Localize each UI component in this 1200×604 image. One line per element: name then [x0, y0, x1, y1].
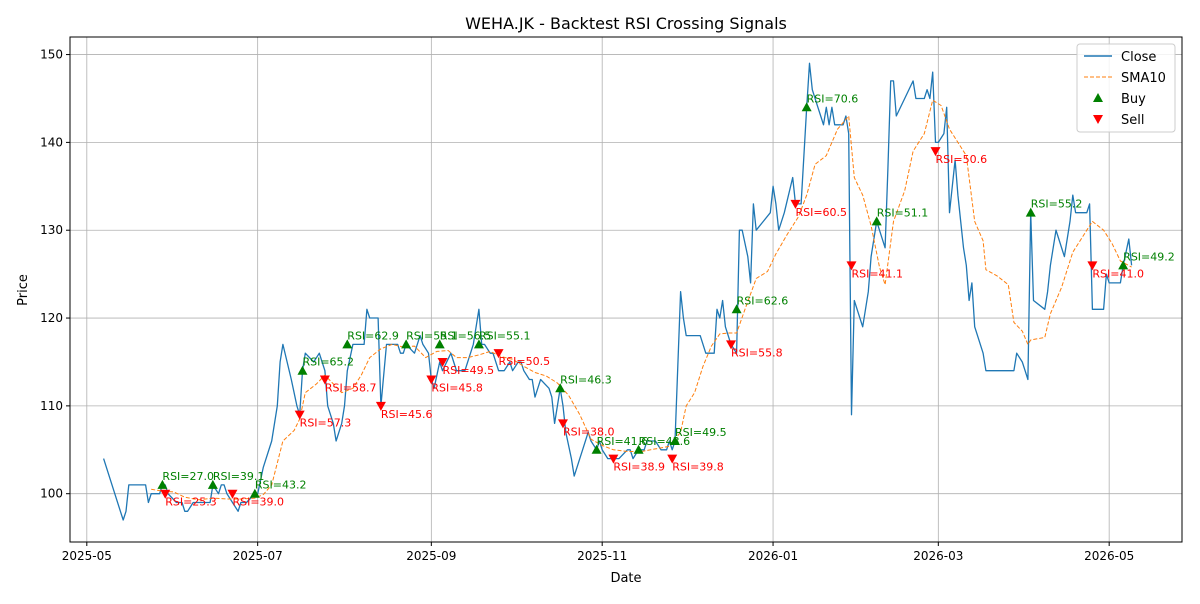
- sell-marker: [375, 401, 386, 411]
- legend-sell-marker: [1093, 115, 1103, 124]
- legend-buy-marker: [1093, 93, 1103, 102]
- sell-signal-label: RSI=55.8: [731, 346, 783, 359]
- sell-marker: [846, 261, 857, 271]
- tick-layer: 2025-05 2025-07 2025-09 2025-11 2026-01 2026-…: [40, 48, 1134, 563]
- legend-buy-label: Buy: [1121, 92, 1146, 107]
- buy-marker: [633, 444, 644, 454]
- y-tick-label: 100: [40, 487, 63, 501]
- sma10-line: [151, 99, 1132, 501]
- buy-marker: [731, 304, 742, 314]
- y-axis-title: Price: [16, 274, 31, 306]
- buy-signal-label: RSI=55.2: [1031, 198, 1083, 211]
- buy-signal-label: RSI=65.2: [302, 356, 354, 369]
- sell-marker: [930, 147, 941, 157]
- sell-signal-label: RSI=41.0: [1092, 267, 1144, 280]
- buy-marker: [297, 365, 308, 375]
- sell-signal-label: RSI=50.5: [499, 355, 551, 368]
- sell-signal-label: RSI=49.5: [443, 364, 495, 377]
- buy-signal-label: RSI=51.1: [877, 206, 929, 219]
- buy-signal-label: RSI=41.6: [597, 435, 649, 448]
- buy-marker: [555, 383, 566, 393]
- buy-marker: [670, 436, 681, 445]
- sell-signal-label: RSI=50.6: [936, 153, 988, 166]
- buy-marker: [207, 479, 218, 489]
- buy-signal-label: RSI=43.2: [255, 479, 307, 492]
- legend: Close SMA10 Buy Sell: [1076, 43, 1176, 133]
- sell-marker: [608, 454, 619, 464]
- buy-signal-label: RSI=55.1: [406, 329, 458, 342]
- sell-marker: [493, 349, 504, 359]
- buy-marker: [249, 488, 260, 498]
- buy-signal-label: RSI=62.9: [347, 329, 399, 342]
- sell-signal-label: RSI=39.0: [232, 496, 284, 509]
- buy-signal-label: RSI=49.5: [675, 426, 727, 439]
- x-tick-label: 2025-09: [406, 549, 456, 563]
- buy-marker: [1118, 260, 1129, 270]
- buy-signal-label: RSI=27.0: [162, 470, 214, 483]
- sell-marker: [667, 454, 678, 464]
- close-line: [102, 62, 1133, 521]
- buy-marker: [591, 444, 602, 454]
- y-tick-label: 120: [40, 311, 63, 325]
- sell-marker: [160, 489, 171, 499]
- buy-signal-label: RSI=55.1: [479, 329, 531, 342]
- sell-signal-label: RSI=39.8: [672, 461, 724, 474]
- grid-layer: [70, 37, 1182, 542]
- buy-signal-label: RSI=39.1: [213, 470, 265, 483]
- buy-marker: [342, 339, 353, 349]
- buy-marker: [434, 339, 445, 349]
- buy-signal-label: RSI=56.5: [440, 329, 492, 342]
- sell-signal-label: RSI=38.0: [563, 425, 615, 438]
- y-tick-label: 110: [40, 399, 63, 413]
- sell-marker: [437, 357, 448, 367]
- y-tick-label: 130: [40, 223, 63, 237]
- sell-signal-label: RSI=41.1: [851, 267, 903, 280]
- sell-signal-label: RSI=57.3: [300, 417, 352, 430]
- legend-close-label: Close: [1121, 50, 1156, 65]
- sell-signal-label: RSI=58.7: [325, 382, 377, 395]
- legend-sma-label: SMA10: [1121, 71, 1166, 86]
- y-tick-label: 150: [40, 48, 63, 62]
- sell-marker: [726, 340, 737, 350]
- plot-frame: [69, 36, 1183, 543]
- buy-marker: [473, 339, 484, 349]
- sell-marker: [319, 375, 330, 385]
- sell-marker: [1087, 261, 1098, 271]
- sell-marker: [557, 419, 568, 429]
- buy-marker: [401, 339, 412, 349]
- x-tick-label: 2026-03: [913, 549, 963, 563]
- x-tick-label: 2026-01: [748, 549, 798, 563]
- sell-signal-label: RSI=25.3: [165, 496, 217, 509]
- sell-marker: [426, 375, 437, 385]
- buy-signal-label: RSI=62.6: [737, 294, 789, 307]
- x-tick-label: 2025-07: [233, 549, 283, 563]
- buy-signal-label: RSI=70.6: [807, 92, 859, 105]
- series-layer: [102, 62, 1133, 521]
- x-tick-label: 2025-11: [577, 549, 627, 563]
- sell-signal-label: RSI=45.6: [381, 408, 433, 421]
- sell-marker: [294, 410, 305, 420]
- sell-signal-label: RSI=45.8: [431, 382, 483, 395]
- buy-signal-label: RSI=49.2: [1123, 250, 1175, 263]
- sell-marker: [227, 489, 238, 499]
- buy-marker: [801, 102, 812, 112]
- buy-marker: [1025, 207, 1036, 217]
- buy-marker: [157, 479, 168, 489]
- sell-signal-label: RSI=38.9: [613, 461, 665, 474]
- sell-signal-label: RSI=60.5: [795, 206, 847, 219]
- y-tick-label: 140: [40, 135, 63, 149]
- chart-title: WEHA.JK - Backtest RSI Crossing Signals: [465, 14, 787, 33]
- buy-marker: [871, 216, 882, 226]
- sell-marker: [790, 199, 801, 209]
- x-tick-label: 2025-05: [62, 549, 112, 563]
- x-axis-title: Date: [610, 571, 641, 586]
- x-tick-label: 2026-05: [1084, 549, 1134, 563]
- buy-signal-label: RSI=46.3: [560, 373, 612, 386]
- legend-sell-label: Sell: [1121, 113, 1144, 128]
- legend-box: [1076, 43, 1176, 133]
